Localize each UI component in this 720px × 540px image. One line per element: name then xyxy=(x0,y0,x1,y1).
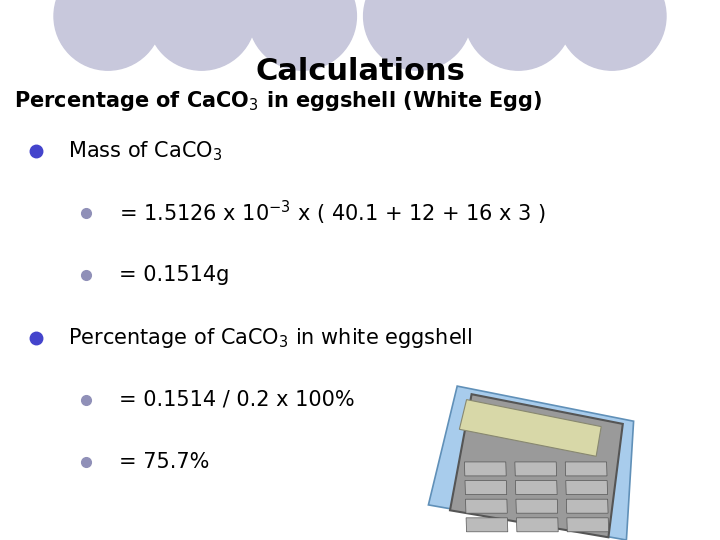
Polygon shape xyxy=(450,394,623,537)
Polygon shape xyxy=(516,518,558,532)
Polygon shape xyxy=(566,481,608,495)
Polygon shape xyxy=(565,462,607,476)
Ellipse shape xyxy=(248,0,356,70)
Polygon shape xyxy=(428,386,634,540)
Polygon shape xyxy=(515,462,557,476)
Polygon shape xyxy=(567,518,608,532)
Text: = 1.5126 x 10$^{-3}$ x ( 40.1 + 12 + 16 x 3 ): = 1.5126 x 10$^{-3}$ x ( 40.1 + 12 + 16 … xyxy=(119,199,546,227)
Polygon shape xyxy=(459,400,601,456)
Polygon shape xyxy=(466,499,508,513)
Ellipse shape xyxy=(464,0,572,70)
Text: Calculations: Calculations xyxy=(255,57,465,86)
Polygon shape xyxy=(516,481,557,495)
Text: = 75.7%: = 75.7% xyxy=(119,451,210,472)
Ellipse shape xyxy=(364,0,472,70)
Text: = 0.1514g: = 0.1514g xyxy=(119,265,229,286)
Text: Percentage of CaCO$_3$ in eggshell (White Egg): Percentage of CaCO$_3$ in eggshell (Whit… xyxy=(14,89,543,113)
Polygon shape xyxy=(464,462,506,476)
Polygon shape xyxy=(516,499,558,513)
Polygon shape xyxy=(567,499,608,513)
Text: = 0.1514 / 0.2 x 100%: = 0.1514 / 0.2 x 100% xyxy=(119,389,354,410)
Text: Percentage of CaCO$_3$ in white eggshell: Percentage of CaCO$_3$ in white eggshell xyxy=(68,326,473,349)
Ellipse shape xyxy=(148,0,256,70)
Ellipse shape xyxy=(558,0,666,70)
Polygon shape xyxy=(465,481,507,495)
Ellipse shape xyxy=(54,0,162,70)
Polygon shape xyxy=(466,518,508,532)
Text: Mass of CaCO$_3$: Mass of CaCO$_3$ xyxy=(68,139,223,163)
